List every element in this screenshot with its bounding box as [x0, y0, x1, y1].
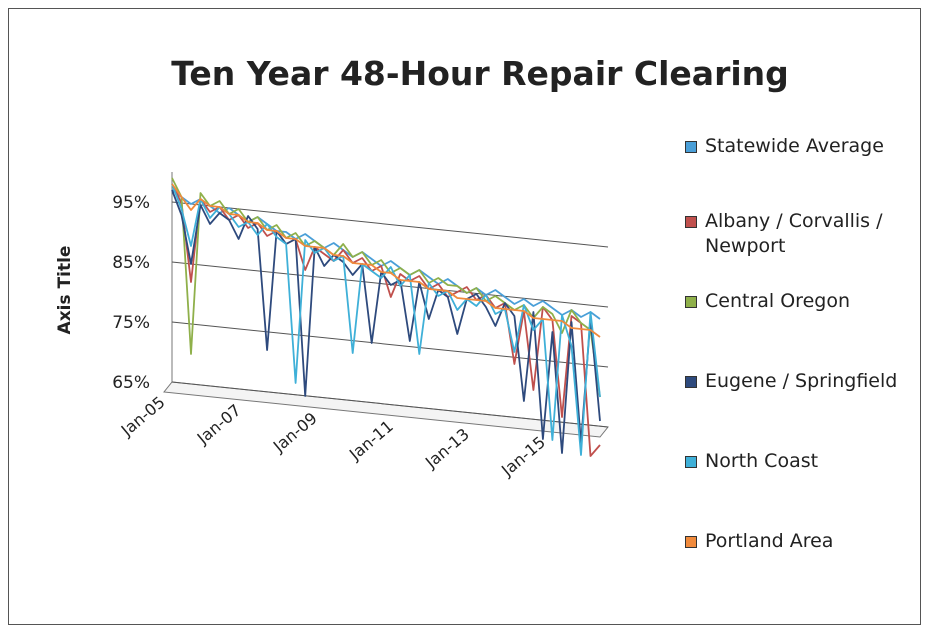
- legend-label: Portland Area: [705, 530, 834, 552]
- legend-swatch: [685, 456, 697, 468]
- grid-line: [171, 321, 609, 368]
- x-tick-label: Jan-15: [497, 433, 549, 481]
- y-tick-label: 75%: [112, 313, 150, 333]
- legend-swatch: [685, 296, 697, 308]
- y-tick-label: 85%: [112, 253, 150, 273]
- legend-item: North Coast: [683, 449, 918, 474]
- x-tick-label: Jan-11: [345, 417, 397, 465]
- legend-item: Statewide Average: [683, 134, 918, 159]
- legend-label: Eugene / Springfield: [705, 370, 898, 392]
- legend-label: Albany / Corvallis / Newport: [705, 210, 883, 257]
- legend: Statewide Average Albany / Corvallis / Ne…: [683, 134, 918, 554]
- legend-item: Portland Area: [683, 529, 918, 554]
- legend-label: Statewide Average: [705, 135, 884, 157]
- x-tick-label: Jan-09: [269, 409, 321, 457]
- x-tick-label: Jan-05: [117, 393, 169, 441]
- series-line: [171, 177, 601, 398]
- series-line: [171, 189, 601, 454]
- chart-frame: [8, 8, 921, 625]
- chart-title: Ten Year 48-Hour Repair Clearing: [171, 54, 789, 93]
- y-axis-title: Axis Title: [55, 246, 75, 335]
- legend-swatch: [685, 376, 697, 388]
- x-tick-label: Jan-13: [421, 425, 473, 473]
- legend-label: Central Oregon: [705, 290, 850, 312]
- x-tick-label: Jan-07: [193, 401, 245, 449]
- legend-swatch: [685, 141, 697, 153]
- legend-item: Central Oregon: [683, 289, 918, 314]
- legend-item: Albany / Corvallis / Newport: [683, 209, 918, 259]
- legend-item: Eugene / Springfield: [683, 369, 918, 394]
- legend-swatch: [685, 216, 697, 228]
- legend-swatch: [685, 536, 697, 548]
- series-line: [171, 183, 601, 338]
- grid-line: [171, 201, 609, 248]
- y-tick-label: 65%: [112, 373, 150, 393]
- y-tick-label: 95%: [112, 193, 150, 213]
- grid-line: [171, 381, 609, 428]
- legend-label: North Coast: [705, 450, 819, 472]
